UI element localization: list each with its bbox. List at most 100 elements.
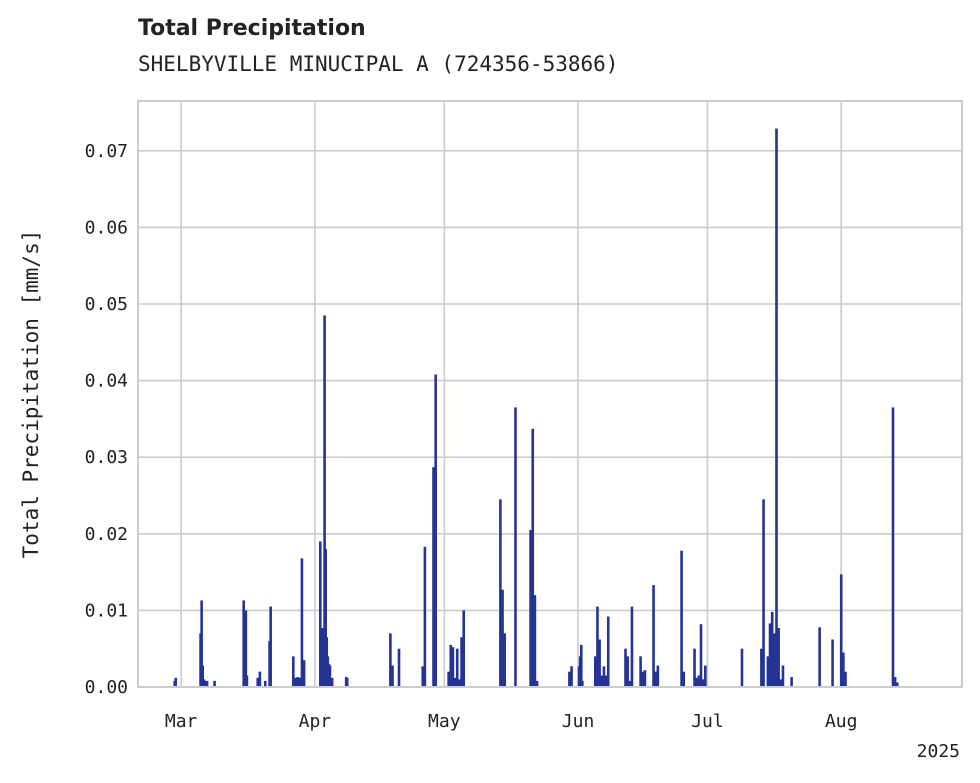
precipitation-bar	[818, 627, 821, 687]
precipitation-bar	[345, 677, 349, 687]
grid-lines	[138, 101, 962, 688]
precipitation-bar	[258, 671, 262, 687]
precipitation-bar	[294, 677, 297, 687]
y-tick-label: 0.04	[85, 371, 128, 392]
precipitation-bar	[593, 656, 597, 687]
x-tick-label: Apr	[299, 711, 332, 732]
precipitation-bar	[242, 600, 245, 687]
precipitation-bar	[499, 499, 502, 687]
precipitation-bar	[174, 677, 178, 687]
precipitation-bar	[389, 633, 392, 687]
precipitation-bar	[460, 637, 463, 687]
precipitation-bar	[432, 467, 435, 687]
precipitation-bar	[693, 648, 696, 687]
precipitation-bar	[318, 541, 322, 687]
precipitation-bar	[777, 628, 780, 687]
precipitation-bar	[699, 624, 703, 687]
precipitation-bar	[781, 665, 785, 687]
precipitation-bar	[770, 611, 774, 687]
precipitation-bar	[831, 639, 834, 687]
bar-series	[173, 128, 899, 687]
precipitation-bar	[581, 680, 584, 687]
x-axis-year-label: 2025	[917, 741, 960, 762]
precipitation-bar	[704, 665, 707, 687]
precipitation-bar	[596, 606, 599, 687]
precipitation-bar	[602, 666, 606, 687]
y-tick-label: 0.07	[85, 141, 128, 162]
precipitation-bar	[296, 677, 299, 687]
precipitation-bar	[263, 680, 267, 687]
y-axis-label: Total Precipitation [mm/s]	[19, 230, 43, 559]
precipitation-bar	[760, 648, 763, 687]
y-tick-label: 0.05	[85, 294, 128, 315]
precipitation-bar	[568, 671, 571, 687]
y-tick-label: 0.01	[85, 600, 128, 621]
precipitation-bar	[701, 679, 705, 687]
x-tick-label: Mar	[165, 711, 198, 732]
y-tick-label: 0.00	[85, 677, 128, 698]
precipitation-bar	[391, 665, 394, 687]
chart-title: Total Precipitation	[138, 16, 366, 41]
x-tick-label: May	[428, 711, 461, 732]
precipitation-bar	[630, 606, 634, 687]
precipitation-bar	[626, 656, 629, 687]
precipitation-bar	[695, 677, 698, 687]
chart-subtitle: SHELBYVILLE MINUCIPAL A (724356-53866)	[138, 52, 619, 76]
precipitation-bar	[244, 610, 248, 687]
y-axis-ticks: 0.00 0.01 0.02 0.03 0.04 0.05 0.06 0.07	[85, 141, 128, 698]
precipitation-bar	[328, 665, 332, 687]
precipitation-bar	[628, 680, 632, 687]
precipitation-bar	[455, 648, 459, 687]
precipitation-bar	[245, 675, 249, 687]
precipitation-bar	[323, 315, 326, 687]
precipitation-bar	[844, 671, 847, 687]
precipitation-bar	[203, 680, 207, 687]
precipitation-bar	[503, 633, 507, 687]
precipitation-bar	[292, 656, 295, 687]
precipitation-bar	[451, 647, 455, 687]
precipitation-bar	[624, 648, 627, 687]
precipitation-bar	[680, 550, 683, 687]
precipitation-bar	[324, 549, 327, 687]
precipitation-bar	[773, 633, 776, 687]
precipitation-bar	[449, 644, 453, 687]
precipitation-bar	[768, 623, 772, 687]
precipitation-bar	[447, 671, 450, 687]
precipitation-bar	[579, 644, 583, 687]
precipitation-bar	[531, 428, 535, 687]
precipitation-bar	[205, 680, 209, 687]
precipitation-bar	[600, 675, 604, 687]
precipitation-bar	[779, 679, 783, 687]
precipitation-bar	[598, 639, 601, 687]
precipitation-bar	[423, 546, 427, 687]
precipitation-bar	[652, 585, 655, 687]
y-tick-label: 0.06	[85, 217, 128, 238]
precipitation-bar	[891, 407, 895, 687]
precipitation-bar	[213, 680, 216, 687]
precipitation-bar	[200, 600, 203, 687]
precipitation-bar	[533, 595, 537, 687]
precipitation-bar	[514, 407, 517, 687]
precipitation-bar	[269, 606, 272, 687]
precipitation-bar	[458, 679, 461, 687]
precipitation-bar	[842, 652, 845, 687]
precipitation-bar	[300, 558, 304, 687]
x-tick-label: Aug	[825, 711, 858, 732]
precipitation-bar	[697, 675, 701, 687]
precipitation-bar	[501, 589, 504, 687]
precipitation-bar	[570, 666, 573, 687]
precipitation-bar	[766, 656, 770, 687]
precipitation-bar	[453, 677, 457, 687]
x-axis-ticks: Mar Apr May Jun Jul Aug	[165, 711, 858, 732]
precipitation-bar	[775, 128, 778, 687]
precipitation-bar	[682, 671, 686, 687]
y-tick-label: 0.03	[85, 447, 128, 468]
precipitation-bar	[529, 529, 532, 687]
precipitation-bar	[302, 660, 306, 687]
precipitation-bar	[434, 374, 437, 687]
precipitation-bar	[421, 666, 425, 687]
x-tick-label: Jul	[691, 711, 724, 732]
precipitation-bar	[740, 648, 744, 687]
precipitation-bar	[604, 675, 608, 687]
